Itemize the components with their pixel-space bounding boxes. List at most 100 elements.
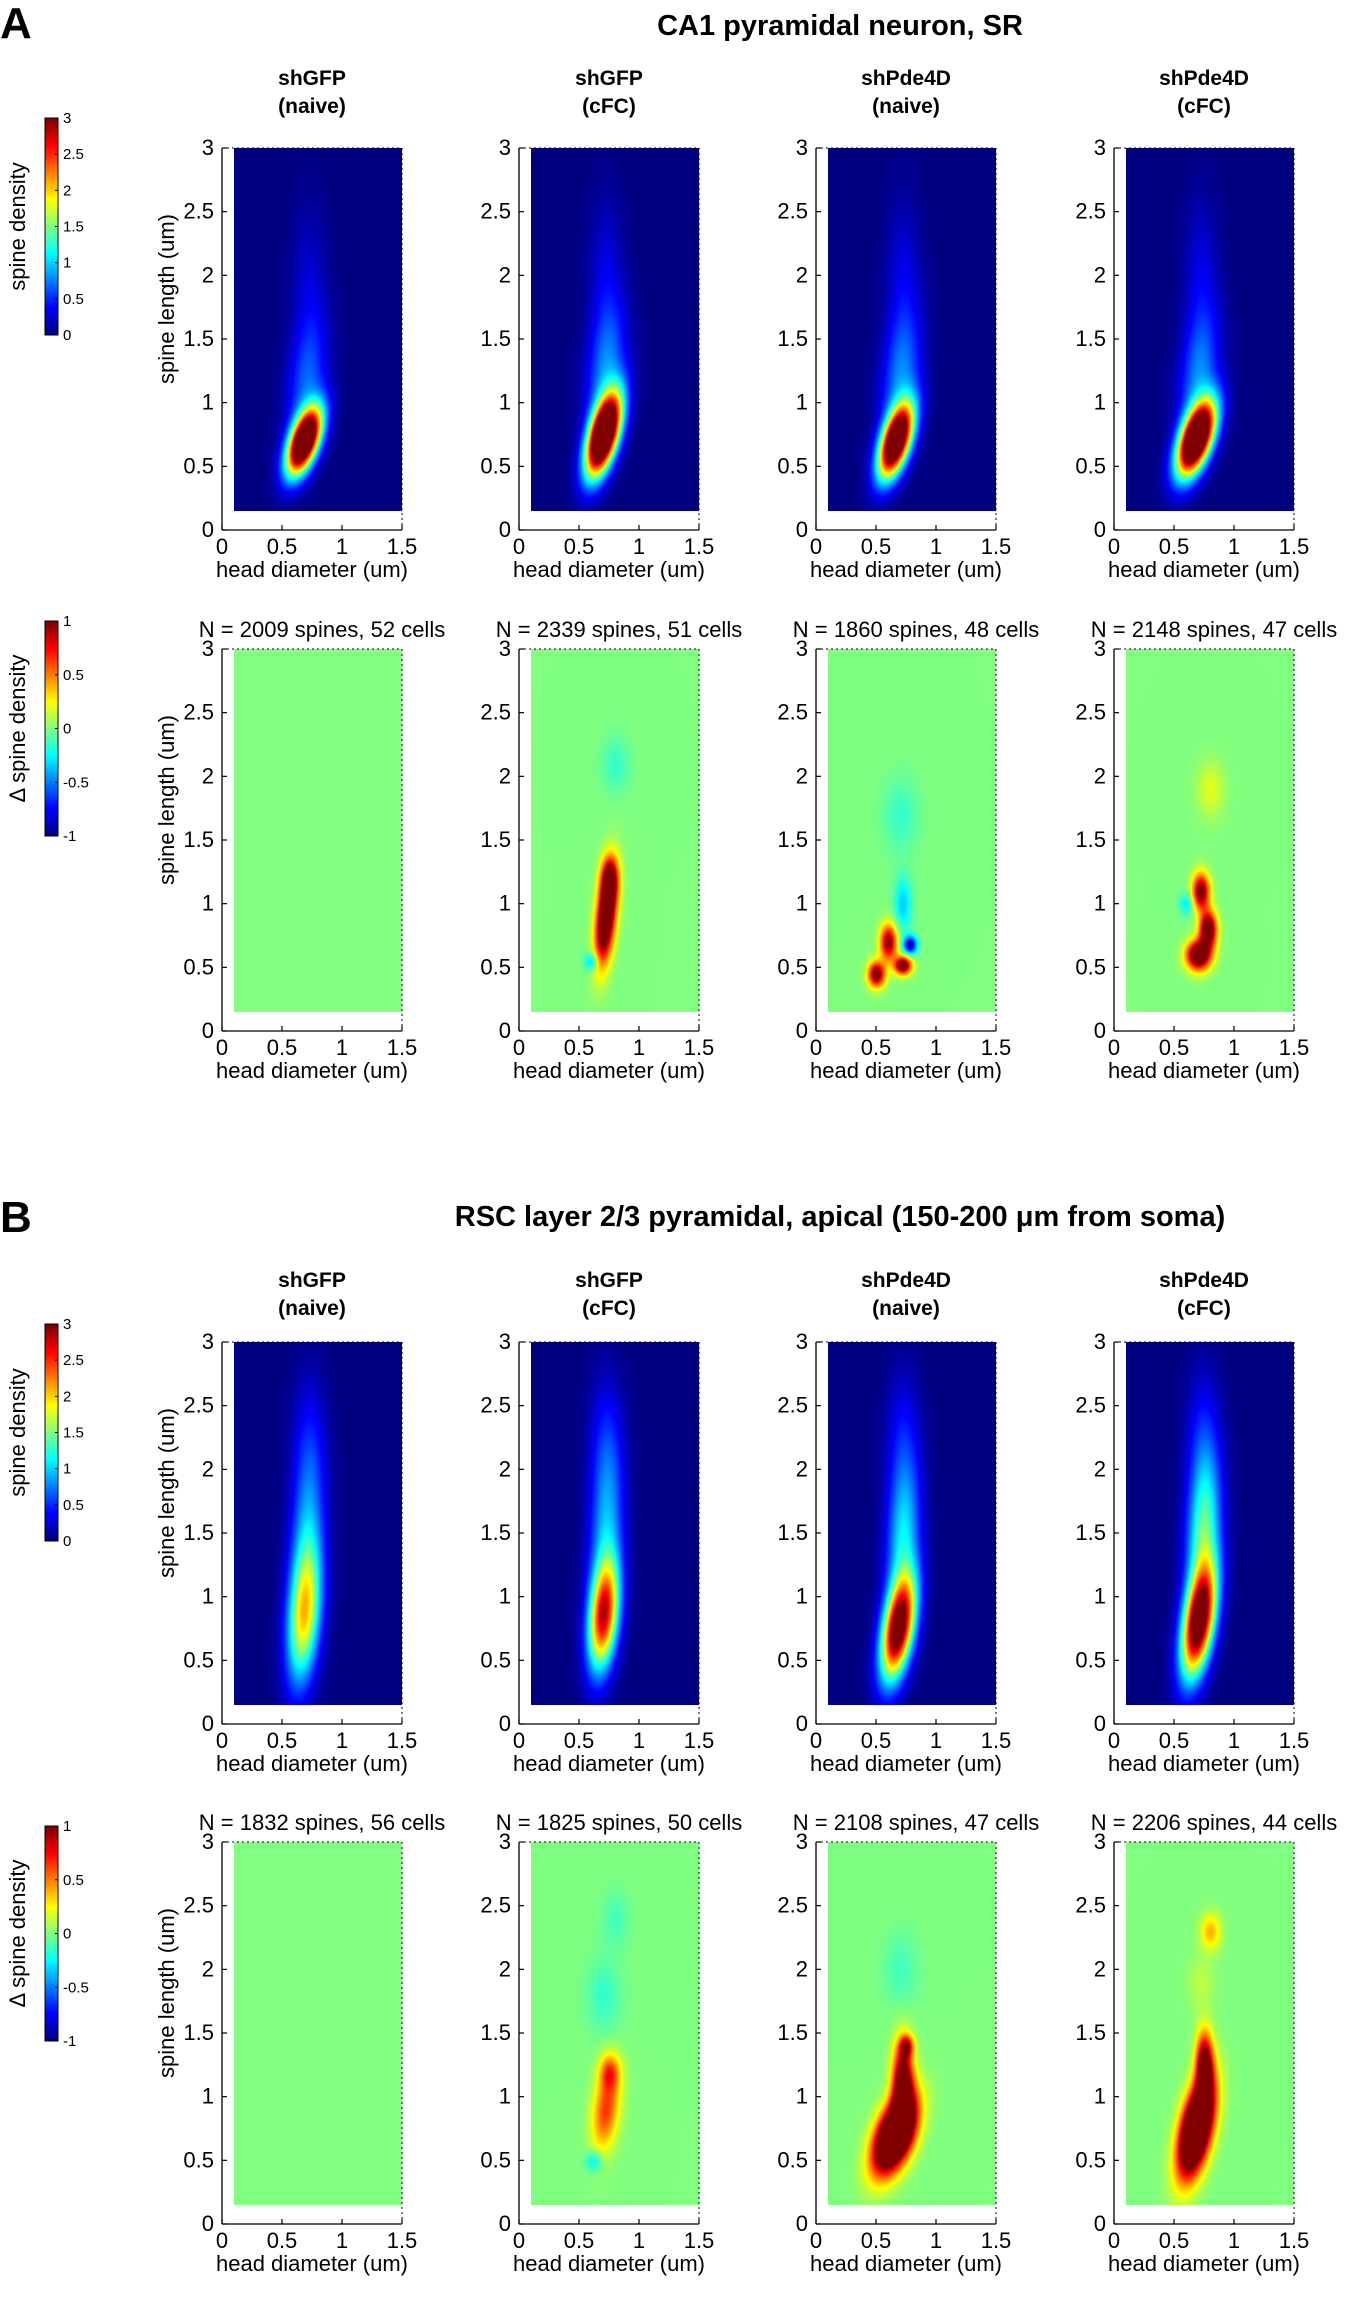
y-tick-label: 2.5 xyxy=(480,1393,511,1418)
heatmap-image-B-r2-c3 xyxy=(1126,1342,1294,1705)
x-tick-label: 1 xyxy=(336,534,348,559)
y-tick-label: 1 xyxy=(1094,390,1106,415)
y-tick-label: 3 xyxy=(499,1329,511,1354)
x-tick-label: 0 xyxy=(810,1728,822,1753)
y-tick-label: 1 xyxy=(499,891,511,916)
column-subtitle: (cFC) xyxy=(1177,95,1231,118)
x-tick-label: 0 xyxy=(513,1035,525,1060)
y-tick-label: 2.5 xyxy=(777,1893,808,1918)
y-tick-label: 3 xyxy=(1094,1329,1106,1354)
y-tick-label: 0 xyxy=(202,1018,214,1043)
column-title: shGFP xyxy=(278,1269,346,1292)
x-tick-label: 0.5 xyxy=(564,1035,595,1060)
y-tick-label: 1 xyxy=(796,1584,808,1609)
x-tick-label: 1.5 xyxy=(981,534,1012,559)
x-tick-label: 1 xyxy=(930,534,942,559)
n-count-label: N = 1825 spines, 50 cells xyxy=(496,1810,742,1835)
x-tick-label: 1 xyxy=(1228,534,1240,559)
colorbar-density-b-tick-label: 1.5 xyxy=(63,1425,84,1442)
y-tick-label: 1.5 xyxy=(480,2020,511,2045)
y-tick-label: 1 xyxy=(1094,1584,1106,1609)
x-tick-label: 0.5 xyxy=(267,1728,298,1753)
column-subtitle: (naive) xyxy=(872,1297,940,1320)
colorbar-delta-b-tick-label: 0 xyxy=(63,1926,71,1943)
colorbar-delta-a-tick-label: 1 xyxy=(63,613,71,630)
heatmap-image-A-r1-c0 xyxy=(234,649,402,1012)
y-tick-label: 1 xyxy=(796,2084,808,2109)
heatmap-image-A-r0-c0 xyxy=(234,148,402,511)
y-tick-label: 3 xyxy=(796,135,808,160)
y-tick-label: 2.5 xyxy=(183,1893,214,1918)
y-tick-label: 1.5 xyxy=(480,326,511,351)
y-axis-label: spine length (um) xyxy=(154,1908,179,2078)
y-axis-label: spine length (um) xyxy=(154,1408,179,1578)
y-tick-label: 1.5 xyxy=(1075,827,1106,852)
x-tick-label: 0.5 xyxy=(861,1035,892,1060)
y-tick-label: 1.5 xyxy=(777,1520,808,1545)
y-tick-label: 1.5 xyxy=(1075,1520,1106,1545)
y-tick-label: 0.5 xyxy=(1075,1647,1106,1672)
column-title: shGFP xyxy=(278,67,346,90)
heatmap-image-A-r0-c2 xyxy=(828,148,996,511)
x-tick-label: 1.5 xyxy=(981,2228,1012,2253)
y-tick-label: 1 xyxy=(1094,891,1106,916)
colorbar-delta-a-tick-label: -0.5 xyxy=(63,774,89,791)
colorbar-density-b-tick-label: 1 xyxy=(63,1461,71,1478)
x-tick-label: 1.5 xyxy=(684,2228,715,2253)
y-tick-label: 0.5 xyxy=(1075,2147,1106,2172)
y-tick-label: 0.5 xyxy=(480,2147,511,2172)
y-tick-label: 3 xyxy=(202,135,214,160)
colorbar-density-a-tick-label: 1 xyxy=(63,255,71,272)
y-tick-label: 2.5 xyxy=(480,199,511,224)
y-tick-label: 0 xyxy=(202,1711,214,1736)
colorbar-density-b-label: spine density xyxy=(5,1368,30,1496)
y-tick-label: 2 xyxy=(499,1456,511,1481)
y-tick-label: 0 xyxy=(1094,1018,1106,1043)
y-tick-label: 2 xyxy=(202,763,214,788)
x-axis-label: head diameter (um) xyxy=(216,1751,408,1776)
x-tick-label: 1.5 xyxy=(387,1035,418,1060)
x-tick-label: 0.5 xyxy=(1159,534,1190,559)
y-tick-label: 0 xyxy=(796,1711,808,1736)
y-tick-label: 1.5 xyxy=(183,326,214,351)
heatmap-image-B-r3-c1 xyxy=(531,1842,699,2205)
heatmap-image-A-r0-c1 xyxy=(531,148,699,511)
x-tick-label: 1.5 xyxy=(1279,534,1310,559)
colorbar-density-a-tick-label: 0 xyxy=(63,327,71,344)
y-tick-label: 0.5 xyxy=(480,954,511,979)
colorbar-density-a-tick-label: 2 xyxy=(63,182,71,199)
x-axis-label: head diameter (um) xyxy=(216,2251,408,2276)
x-tick-label: 0 xyxy=(810,2228,822,2253)
x-axis-label: head diameter (um) xyxy=(513,557,705,582)
y-tick-label: 0 xyxy=(202,517,214,542)
panel-letter-a: A xyxy=(0,0,32,48)
y-tick-label: 1 xyxy=(499,2084,511,2109)
colorbar-density-b-tick-label: 2 xyxy=(63,1388,71,1405)
x-tick-label: 0.5 xyxy=(861,2228,892,2253)
n-count-label: N = 2009 spines, 52 cells xyxy=(199,617,445,642)
x-tick-label: 1 xyxy=(336,1728,348,1753)
x-tick-label: 0.5 xyxy=(1159,2228,1190,2253)
y-tick-label: 0 xyxy=(202,2211,214,2236)
x-tick-label: 0 xyxy=(810,1035,822,1060)
y-tick-label: 0.5 xyxy=(480,1647,511,1672)
y-tick-label: 2.5 xyxy=(1075,199,1106,224)
x-axis-label: head diameter (um) xyxy=(810,1751,1002,1776)
y-tick-label: 2 xyxy=(499,763,511,788)
y-tick-label: 2.5 xyxy=(1075,700,1106,725)
heatmap-image-A-r1-c1 xyxy=(531,649,699,1012)
y-tick-label: 1.5 xyxy=(480,1520,511,1545)
y-tick-label: 3 xyxy=(1094,135,1106,160)
x-axis-label: head diameter (um) xyxy=(513,2251,705,2276)
y-tick-label: 0.5 xyxy=(183,453,214,478)
y-tick-label: 0.5 xyxy=(777,453,808,478)
y-tick-label: 2.5 xyxy=(183,199,214,224)
colorbar-delta-b-tick-label: 0.5 xyxy=(63,1872,84,1889)
colorbar-delta-a-tick-label: -1 xyxy=(63,828,76,845)
x-tick-label: 0.5 xyxy=(564,534,595,559)
y-tick-label: 1.5 xyxy=(1075,2020,1106,2045)
x-tick-label: 0.5 xyxy=(1159,1035,1190,1060)
colorbar-delta-a-tick-label: 0 xyxy=(63,721,71,738)
y-tick-label: 1 xyxy=(202,1584,214,1609)
x-tick-label: 1.5 xyxy=(1279,1035,1310,1060)
